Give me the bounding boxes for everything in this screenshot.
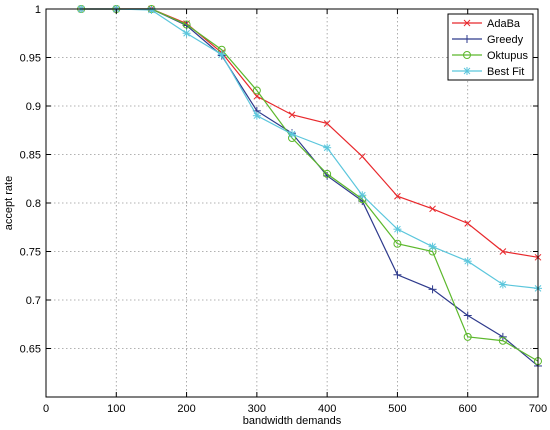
y-tick-label: 0.75 — [20, 247, 41, 259]
data-point — [393, 239, 402, 248]
y-tick-label: 0.9 — [26, 101, 41, 113]
tick-layer: 0 100 200 300 400 500 600 700 0.65 0.7 0.75 0.8 0.85… — [20, 4, 548, 415]
data-point — [358, 191, 367, 200]
x-tick-label: 100 — [107, 403, 125, 415]
data-point — [463, 257, 472, 266]
legend-label: Greedy — [487, 34, 524, 46]
legend-marker — [463, 19, 471, 27]
x-tick-label: 300 — [248, 403, 266, 415]
y-tick-label: 0.85 — [20, 150, 41, 162]
legend-entry: Greedy — [452, 34, 524, 46]
legend-box — [447, 13, 534, 81]
y-tick-label: 0.65 — [20, 344, 41, 356]
data-point — [393, 225, 402, 234]
x-tick-label: 500 — [388, 403, 406, 415]
data-point — [323, 169, 332, 178]
data-point — [499, 248, 507, 255]
data-point — [498, 280, 507, 289]
y-tick-label: 0.7 — [26, 295, 41, 307]
data-point — [217, 50, 226, 59]
data-point — [463, 332, 472, 341]
x-tick-label: 600 — [459, 403, 477, 415]
data-point — [252, 86, 261, 95]
data-point — [429, 205, 436, 213]
data-point — [498, 336, 507, 345]
data-point — [323, 120, 331, 127]
legend-label: Best Fit — [487, 66, 524, 78]
legend-entry: AdaBa — [452, 18, 521, 30]
legend-entry: Best Fit — [452, 66, 524, 78]
x-tick-label: 700 — [529, 403, 547, 415]
legend-label: Oktupus — [487, 50, 528, 62]
legend-entry: Oktupus — [452, 50, 528, 62]
data-point — [182, 29, 191, 38]
data-point — [323, 143, 332, 152]
series-line — [81, 8, 539, 362]
x-tick-label: 0 — [43, 403, 49, 415]
data-point — [253, 92, 261, 100]
data-point — [147, 5, 156, 14]
data-point — [288, 111, 296, 119]
x-axis-label: bandwidth demands — [243, 415, 342, 427]
series-best-fit — [77, 5, 542, 293]
data-point — [463, 311, 472, 320]
data-point — [252, 111, 261, 120]
x-tick-label: 200 — [177, 403, 195, 415]
y-axis-label: accept rate — [3, 176, 15, 230]
data-point — [464, 220, 472, 227]
legend: AdaBa Greedy Oktupus Best Fit — [447, 13, 534, 81]
data-point — [428, 242, 437, 251]
series-line — [81, 8, 539, 289]
legend-marker — [463, 51, 471, 59]
legend-marker — [463, 67, 471, 75]
y-tick-label: 0.95 — [20, 53, 41, 65]
data-point — [394, 192, 401, 200]
data-point — [393, 270, 402, 279]
series-layer — [77, 5, 542, 370]
y-tick-label: 0.8 — [26, 198, 41, 210]
data-point — [428, 285, 437, 294]
legend-marker — [463, 35, 471, 43]
legend-label: AdaBa — [487, 18, 521, 30]
y-tick-label: 1 — [35, 4, 41, 16]
data-point — [182, 20, 191, 29]
x-tick-label: 400 — [318, 403, 336, 415]
data-point — [358, 153, 366, 160]
data-point — [288, 130, 296, 139]
